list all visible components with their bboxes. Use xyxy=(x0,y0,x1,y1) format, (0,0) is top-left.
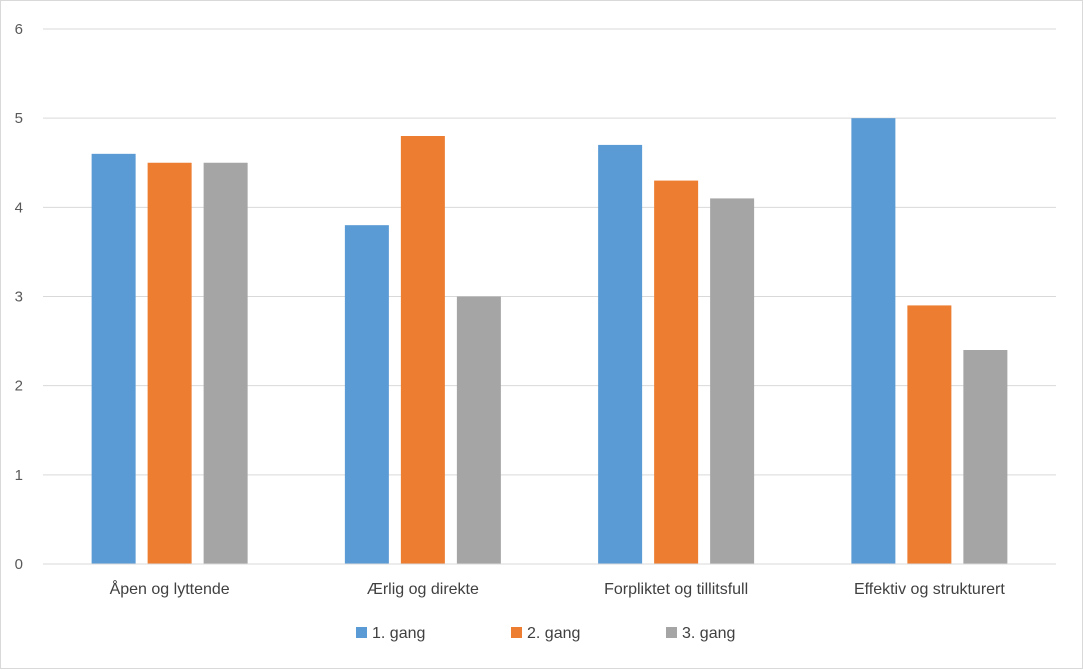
bars xyxy=(91,118,1008,565)
legend-label: 3. gang xyxy=(682,625,735,642)
legend-swatch xyxy=(666,627,677,638)
bar-2-3 xyxy=(654,180,699,565)
legend-swatch xyxy=(511,627,522,638)
bar-2-1 xyxy=(147,162,192,564)
x-category-label: Åpen og lyttende xyxy=(110,579,230,598)
bar-1-4 xyxy=(851,118,896,565)
y-tick-label: 6 xyxy=(15,21,23,38)
y-tick-label: 4 xyxy=(15,199,23,216)
x-category-label: Forpliktet og tillitsfull xyxy=(604,581,748,598)
bar-1-1 xyxy=(91,153,136,565)
y-tick-label: 3 xyxy=(15,289,23,306)
bar-3-3 xyxy=(710,198,755,564)
gridlines xyxy=(43,28,1056,565)
bar-3-2 xyxy=(456,296,501,564)
x-axis-labels: Åpen og lyttende Ærlig og direkte Forplikt… xyxy=(43,563,1056,598)
x-category-label: Effektiv og strukturert xyxy=(854,581,1005,598)
legend-label: 1. gang xyxy=(372,625,425,642)
legend: 1. gang 2. gang 3. gang xyxy=(356,625,735,642)
y-axis-ticks: 0 1 2 3 4 5 6 xyxy=(15,21,23,573)
legend-swatch xyxy=(356,627,367,638)
x-category-label: Ærlig og direkte xyxy=(367,581,479,598)
y-tick-label: 5 xyxy=(15,110,23,127)
bar-3-4 xyxy=(963,350,1008,564)
bar-1-3 xyxy=(598,144,643,564)
y-tick-label: 0 xyxy=(15,556,23,573)
bar-1-2 xyxy=(344,225,389,564)
y-tick-label: 2 xyxy=(15,378,23,395)
bar-2-4 xyxy=(907,305,952,564)
legend-label: 2. gang xyxy=(527,625,580,642)
bar-2-2 xyxy=(400,136,445,564)
bar-3-1 xyxy=(203,162,248,564)
y-tick-label: 1 xyxy=(15,467,23,484)
